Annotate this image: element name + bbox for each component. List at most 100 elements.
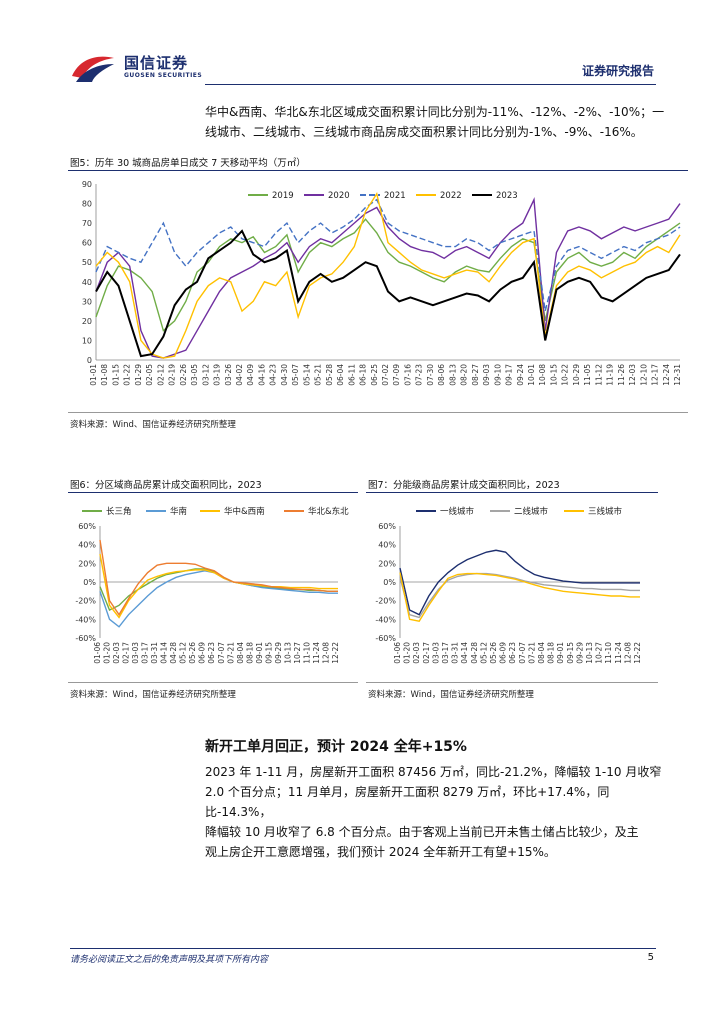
x-tick-label: 10-27: [595, 642, 604, 664]
y-tick-label: -20%: [375, 597, 396, 606]
x-tick-label: 07-30: [426, 364, 435, 386]
x-tick-label: 05-07: [291, 364, 300, 386]
x-tick-label: 08-18: [547, 642, 556, 664]
x-tick-label: 01-22: [123, 364, 132, 386]
x-tick-label: 07-23: [415, 364, 424, 386]
x-tick-label: 02-03: [112, 642, 121, 664]
section-heading: 新开工单月回正，预计 2024 全年+15%: [205, 739, 467, 755]
series-line-二线城市: [399, 572, 640, 619]
section-body: 2023 年 1-11 月，房屋新开工面积 87456 万㎡，同比-21.2%，…: [205, 762, 667, 862]
x-tick-label: 11-24: [614, 642, 623, 664]
figure7-chart: 60% 40% 20% 0% -20% -40% -60%01-06 01-20 02-03 02…: [375, 506, 642, 664]
x-tick-label: 12-24: [662, 364, 671, 386]
y-tick-label: 20%: [378, 559, 396, 568]
series-line-华北&东北: [99, 539, 338, 616]
x-tick-label: 01-01: [89, 364, 98, 386]
y-tick-label: 20%: [78, 559, 96, 568]
x-tick-label: 09-29: [575, 642, 584, 664]
legend-label: 华中&西南: [224, 506, 265, 517]
x-tick-label: 08-06: [437, 364, 446, 386]
figure7-source-rule: [366, 682, 658, 683]
y-tick-label: -40%: [75, 615, 96, 624]
x-tick-label: 03-26: [224, 364, 233, 386]
x-tick-label: 03-31: [451, 642, 460, 664]
x-tick-label: 03-12: [201, 364, 210, 386]
y-tick-label: -20%: [75, 597, 96, 606]
y-tick-label: 90: [82, 180, 92, 189]
y-tick-label: 60%: [378, 522, 396, 531]
x-tick-label: 06-23: [508, 642, 517, 664]
x-tick-label: 09-15: [566, 642, 575, 664]
figure7-title-rule: [366, 492, 658, 493]
x-tick-label: 03-03: [431, 642, 440, 664]
x-tick-label: 01-06: [393, 642, 402, 664]
x-tick-label: 09-03: [482, 364, 491, 386]
x-tick-label: 01-29: [134, 364, 143, 386]
x-tick-label: 05-21: [314, 364, 323, 386]
legend-label: 华南: [170, 506, 187, 517]
x-tick-label: 05-12: [179, 642, 188, 664]
y-tick-label: 0: [87, 356, 92, 365]
legend-label: 2022: [440, 191, 462, 201]
legend-label: 三线城市: [588, 506, 623, 517]
figure5-title-rule: [68, 170, 688, 171]
figure7-title: 图7：分能级商品房累计成交面积同比，2023: [368, 480, 560, 491]
x-tick-label: 08-04: [537, 642, 546, 664]
logo-english: GUOSEN SECURITIES: [124, 72, 203, 79]
figure5-source: 资料来源：Wind、国信证券经济研究所整理: [70, 420, 236, 430]
legend-label: 2020: [328, 191, 350, 201]
x-tick-label: 04-28: [169, 642, 178, 664]
header: 国信证券 GUOSEN SECURITIES 证券研究报告: [0, 0, 724, 90]
x-tick-label: 07-02: [381, 364, 390, 386]
legend-label: 2023: [496, 191, 518, 201]
series-line-2019: [95, 218, 681, 332]
series-line-2020: [95, 197, 681, 359]
x-tick-label: 02-05: [145, 364, 154, 386]
x-tick-label: 06-09: [198, 642, 207, 664]
y-tick-label: 40%: [78, 541, 96, 550]
y-tick-label: 50: [82, 258, 92, 267]
y-tick-label: -60%: [375, 634, 396, 643]
x-tick-label: 01-06: [93, 642, 102, 664]
x-tick-label: 12-31: [673, 364, 682, 386]
x-tick-label: 08-13: [448, 364, 457, 386]
section-line-2: 2.0 个百分点；11 月单月，房屋新开工面积 8279 万㎡，环比+17.4%…: [205, 785, 610, 819]
x-tick-label: 03-17: [441, 642, 450, 664]
legend-label: 2019: [272, 191, 294, 201]
y-tick-label: -60%: [75, 634, 96, 643]
legend-label: 长三角: [106, 506, 132, 517]
y-tick-label: 0%: [83, 578, 96, 587]
x-tick-label: 07-16: [403, 364, 412, 386]
x-tick-label: 08-27: [471, 364, 480, 386]
intro-line-2: 线城市、二线城市、三线城市商品房成交面积累计同比分别为-1%、-9%、-16%。: [205, 125, 643, 139]
header-rule: [205, 84, 656, 85]
x-tick-label: 03-03: [131, 642, 140, 664]
x-tick-label: 06-09: [499, 642, 508, 664]
x-tick-label: 09-29: [274, 642, 283, 664]
x-tick-label: 10-13: [283, 642, 292, 664]
x-tick-label: 07-07: [518, 642, 527, 664]
figure6-source-rule: [68, 682, 358, 683]
x-tick-label: 05-12: [479, 642, 488, 664]
x-tick-label: 01-08: [100, 364, 109, 386]
y-tick-label: 30: [82, 297, 92, 306]
logo-name: 国信证券: [124, 54, 189, 72]
y-tick-label: 60: [82, 239, 92, 248]
x-tick-label: 10-15: [549, 364, 558, 386]
x-tick-label: 12-03: [628, 364, 637, 386]
page-number: 5: [647, 952, 654, 963]
x-tick-label: 03-05: [190, 364, 199, 386]
x-tick-label: 07-07: [217, 642, 226, 664]
figure7-source: 资料来源：Wind，国信证券经济研究所整理: [368, 690, 534, 700]
x-tick-label: 01-20: [103, 642, 112, 664]
y-tick-label: 80: [82, 200, 92, 209]
figure6-source: 资料来源：Wind，国信证券经济研究所整理: [70, 690, 236, 700]
figure6-chart: 60% 40% 20% 0% -20% -40% -60%01-06 01-20 02-03 02…: [75, 506, 349, 664]
x-tick-label: 11-10: [604, 642, 613, 664]
x-tick-label: 04-23: [269, 364, 278, 386]
section-line-1: 2023 年 1-11 月，房屋新开工面积 87456 万㎡，同比-21.2%，…: [205, 765, 662, 779]
x-tick-label: 09-10: [493, 364, 502, 386]
intro-line-1: 华中&西南、华北&东北区域成交面积累计同比分别为-11%、-12%、-2%、-1…: [205, 105, 665, 119]
legend-label: 华北&东北: [308, 506, 349, 517]
